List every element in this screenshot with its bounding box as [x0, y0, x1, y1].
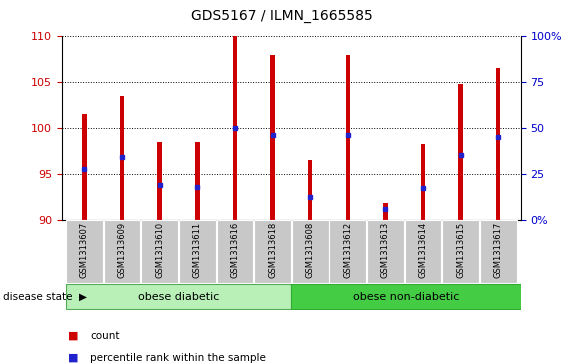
FancyBboxPatch shape	[480, 220, 517, 283]
Text: GSM1313614: GSM1313614	[418, 221, 427, 278]
FancyBboxPatch shape	[329, 220, 366, 283]
FancyBboxPatch shape	[66, 284, 292, 309]
Text: GSM1313610: GSM1313610	[155, 221, 164, 278]
Text: GSM1313611: GSM1313611	[193, 221, 202, 278]
Text: GDS5167 / ILMN_1665585: GDS5167 / ILMN_1665585	[191, 9, 372, 23]
Bar	[233, 36, 237, 220]
Text: GSM1313618: GSM1313618	[268, 221, 277, 278]
Text: obese diabetic: obese diabetic	[138, 292, 219, 302]
FancyBboxPatch shape	[217, 220, 253, 283]
Text: GSM1313609: GSM1313609	[118, 221, 127, 278]
FancyBboxPatch shape	[292, 220, 329, 283]
FancyBboxPatch shape	[292, 284, 521, 309]
FancyBboxPatch shape	[367, 220, 404, 283]
Bar	[158, 142, 162, 220]
Text: GSM1313607: GSM1313607	[80, 221, 89, 278]
Bar	[195, 142, 200, 220]
Text: GSM1313608: GSM1313608	[306, 221, 315, 278]
Bar	[308, 160, 312, 220]
Text: obese non-diabetic: obese non-diabetic	[353, 292, 459, 302]
Bar	[346, 55, 350, 220]
FancyBboxPatch shape	[66, 220, 103, 283]
Text: GSM1313612: GSM1313612	[343, 221, 352, 278]
FancyBboxPatch shape	[254, 220, 291, 283]
FancyBboxPatch shape	[405, 220, 441, 283]
FancyBboxPatch shape	[442, 220, 479, 283]
Text: count: count	[90, 331, 119, 341]
Bar	[270, 55, 275, 220]
Text: ■: ■	[68, 331, 78, 341]
Bar	[458, 84, 463, 220]
Bar	[421, 144, 425, 220]
Text: ■: ■	[68, 352, 78, 363]
Text: GSM1313615: GSM1313615	[456, 221, 465, 278]
Bar	[496, 68, 501, 220]
Bar	[120, 96, 124, 220]
Text: GSM1313616: GSM1313616	[230, 221, 239, 278]
Text: GSM1313613: GSM1313613	[381, 221, 390, 278]
Text: percentile rank within the sample: percentile rank within the sample	[90, 352, 266, 363]
FancyBboxPatch shape	[179, 220, 216, 283]
Text: GSM1313617: GSM1313617	[494, 221, 503, 278]
Bar	[383, 203, 388, 220]
Bar	[82, 114, 87, 220]
FancyBboxPatch shape	[104, 220, 141, 283]
FancyBboxPatch shape	[141, 220, 178, 283]
Text: disease state  ▶: disease state ▶	[3, 292, 87, 302]
